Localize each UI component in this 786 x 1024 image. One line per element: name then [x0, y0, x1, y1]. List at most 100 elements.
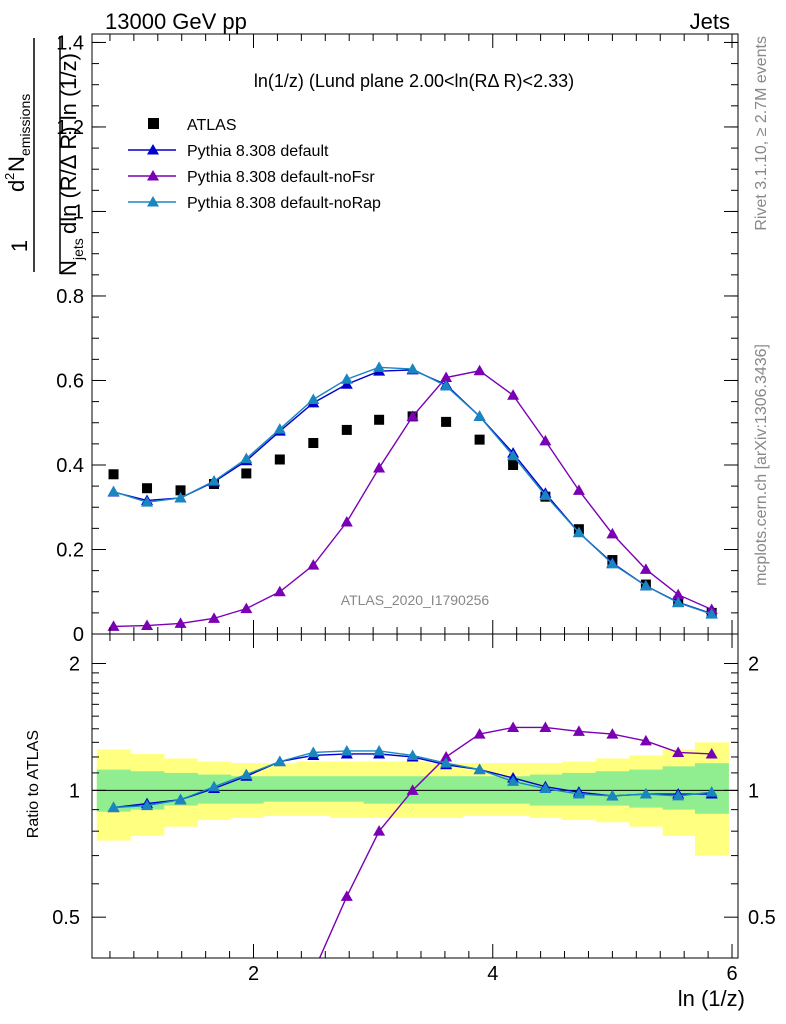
ratio-ylabel: Ratio to ATLAS [25, 730, 42, 838]
atlas-point [241, 468, 252, 479]
series-point-2 [473, 364, 486, 376]
ratio-point-1 [572, 725, 585, 736]
series-point-3 [406, 363, 419, 374]
main-ytick-label: 0.8 [56, 286, 84, 308]
ratio-point-1 [340, 890, 353, 901]
series-point-3 [606, 557, 619, 569]
series-point-2 [373, 461, 386, 473]
ratio-point-2 [307, 746, 320, 757]
series-point-2 [507, 389, 520, 400]
series-point-3 [539, 489, 552, 500]
ylabel-num-N: N [4, 156, 29, 172]
series-point-3 [473, 410, 486, 421]
atlas-point [108, 469, 119, 480]
series-line-3 [113, 366, 712, 615]
ratio-point-2 [672, 789, 685, 801]
xtick-label: 6 [726, 963, 737, 985]
series-point-2 [539, 434, 552, 446]
band-stat-bin [296, 776, 331, 802]
series-point-3 [340, 373, 353, 384]
series-point-2 [273, 585, 286, 597]
main-ytick-label: 0 [73, 624, 84, 646]
ratio-point-1 [440, 750, 453, 762]
ratio-point-1 [639, 734, 652, 746]
series-point-2 [406, 410, 419, 421]
ylabel-one: 1 [7, 240, 32, 252]
series-point-2 [174, 617, 187, 628]
ratio-point-1 [507, 721, 520, 732]
main-ytick-label: 1.2 [56, 117, 84, 139]
series-point-3 [373, 361, 386, 372]
ratio-point-2 [440, 757, 453, 768]
ratio-point-2 [107, 801, 120, 813]
ratio-point-2 [141, 799, 154, 811]
main-ytick-label: 0.4 [56, 455, 84, 477]
series-point-2 [141, 619, 154, 631]
ratio-point-2 [639, 788, 652, 799]
series-point-2 [208, 612, 221, 623]
series-point-3 [240, 452, 253, 464]
main-ytick-label: 1 [73, 201, 84, 223]
series-point-2 [440, 371, 453, 383]
ratio-point-2 [373, 744, 386, 756]
watermark: ATLAS_2020_I1790256 [341, 592, 490, 608]
plot-title: ln(1/z) (Lund plane 2.00<ln(RΔ R)<2.33) [254, 71, 574, 91]
legend-label-2: Pythia 8.308 default-noFsr [187, 169, 375, 186]
ratio-point-2 [507, 775, 520, 786]
ratio-panel: 0.5 0.5 1 1 2 2 2 4 6 Ratio to ATLAS ln (1/z) [25, 633, 776, 1011]
main-panel: ln(1/z) (Lund plane 2.00<ln(RΔ R)<2.33) … [2, 32, 739, 646]
ratio-point-1 [672, 746, 685, 757]
series-point-3 [107, 485, 120, 497]
legend-marker-atlas [148, 118, 159, 129]
ylabel-num-sub: emissions [17, 94, 33, 156]
header-jets: Jets [690, 9, 730, 34]
series-point-3 [572, 526, 585, 538]
ratio-point-2 [705, 786, 718, 797]
ratio-point-1 [307, 966, 319, 977]
ratio-point-1 [705, 747, 718, 759]
series-point-2 [572, 484, 585, 495]
legend-marker-3 [147, 196, 159, 207]
x-axis-label: ln (1/z) [678, 986, 745, 1011]
series-point-2 [107, 620, 120, 631]
series-line-1 [113, 369, 712, 615]
band-stat-bin [330, 776, 365, 802]
atlas-point [374, 414, 385, 425]
series-point-2 [340, 516, 353, 527]
ratio-ytick-label-right: 1 [748, 780, 759, 802]
atlas-point [474, 434, 485, 445]
ratio-ticks: 0.5 0.5 1 1 2 2 2 4 6 [52, 634, 776, 985]
main-ytick-label: 0.2 [56, 539, 84, 561]
ratio-frame [91, 633, 739, 959]
side-text-rivet: Rivet 3.1.10, ≥ 2.7M events [753, 36, 770, 231]
ratio-point-2 [406, 749, 419, 760]
ylabel-den-sub: jets [70, 238, 86, 261]
series-point-3 [273, 423, 286, 434]
ylabel-den-rest: dln (R/Δ R) ln (1/z) [56, 53, 81, 234]
series-point-3 [208, 475, 221, 486]
series-point-3 [141, 496, 154, 507]
series-point-3 [307, 393, 320, 404]
series-line-2 [113, 370, 712, 628]
ylabel-num-sup: 2 [2, 173, 17, 180]
ratio-point-2 [174, 793, 187, 805]
legend-marker-1 [147, 144, 159, 155]
band-stat-bin [662, 766, 696, 810]
main-series-group [107, 361, 718, 631]
series-point-3 [507, 449, 520, 461]
legend-label-3: Pythia 8.308 default-noRap [187, 195, 381, 212]
main-ylabel: 1 d 2 N emissions N jets dln (R/Δ R) ln … [2, 36, 86, 276]
legend: ATLAS Pythia 8.308 default Pythia 8.308 de… [128, 117, 381, 212]
legend-label-0: ATLAS [187, 117, 237, 134]
series-point-2 [639, 563, 652, 574]
ratio-point-2 [539, 782, 552, 794]
atlas-point [308, 438, 319, 449]
ratio-point-2 [240, 768, 253, 780]
ratio-point-2 [572, 788, 585, 799]
xtick-label: 2 [248, 963, 259, 985]
ratio-point-2 [208, 780, 221, 792]
ratio-point-1 [606, 728, 619, 739]
series-point-3 [174, 491, 187, 503]
ylabel-den-N: N [56, 260, 81, 276]
band-stat-bin [263, 776, 298, 802]
